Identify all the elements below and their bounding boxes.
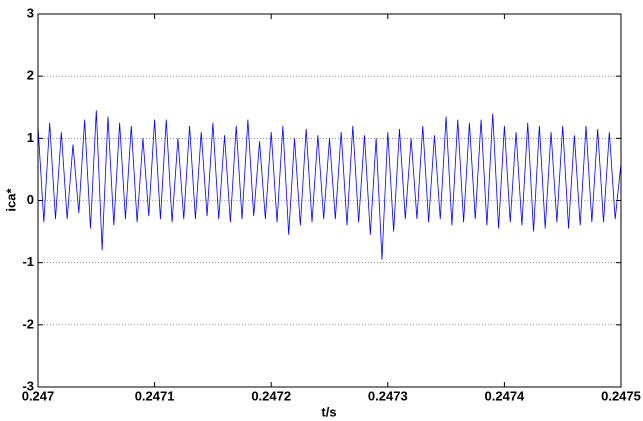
plot-frame: [37, 13, 622, 388]
x-tick-label: 0.247: [22, 388, 55, 403]
x-axis-label: t/s: [321, 404, 336, 419]
y-axis-label: ica*: [3, 187, 18, 211]
x-tick-label: 0.2473: [368, 388, 408, 403]
y-tick-label: 3: [27, 5, 34, 20]
y-tick-label: -3: [22, 378, 34, 393]
y-tick-label: 1: [27, 130, 34, 145]
y-tick-label: -1: [22, 254, 34, 269]
y-tick-label: 0: [27, 192, 34, 207]
y-tick-label: 2: [27, 68, 34, 83]
x-tick-label: 0.2472: [251, 388, 291, 403]
x-tick-label: 0.2474: [485, 388, 526, 403]
x-tick-label: 0.2471: [135, 388, 175, 403]
x-tick-label: 0.2475: [601, 388, 641, 403]
y-tick-label: -2: [22, 316, 34, 331]
data-line: [37, 110, 622, 260]
